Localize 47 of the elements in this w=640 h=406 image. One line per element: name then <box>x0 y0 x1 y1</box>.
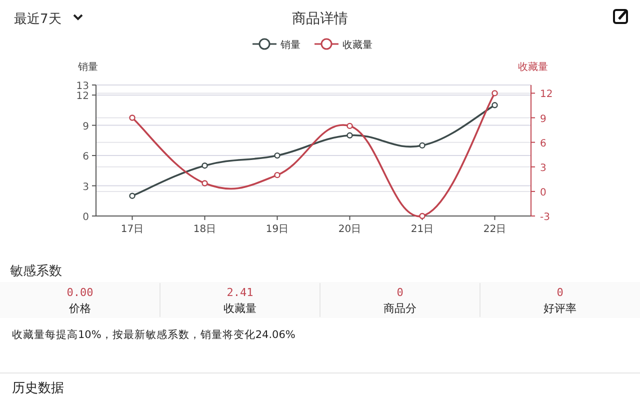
y-tick-label: 12 <box>76 91 89 102</box>
chart-title: 商品详情 <box>292 11 348 27</box>
text: 历史数据 <box>12 381 64 396</box>
x-tick-label: 20日 <box>338 224 362 235</box>
text: 2.41 <box>226 286 254 299</box>
point <box>492 102 498 108</box>
y2-tick-label: 0 <box>540 187 546 198</box>
point <box>129 192 136 199</box>
y2-tick-label: -3 <box>540 212 550 223</box>
y2-tick-label: 3 <box>540 162 546 174</box>
point <box>492 90 498 96</box>
point <box>202 180 208 186</box>
point <box>274 152 280 159</box>
text: 敏感系数 <box>10 264 62 279</box>
y-tick-label: 13 <box>76 81 89 92</box>
text: 0 <box>396 286 404 299</box>
y-tick-label: 6 <box>82 152 89 163</box>
x-tick-label: 22日 <box>483 224 506 235</box>
category-label: 收藏量 <box>224 302 256 315</box>
y2-tick-label: 9 <box>540 114 546 125</box>
y-tick-label: 9 <box>82 121 89 132</box>
point <box>129 114 136 121</box>
y2-tick-label: 12 <box>540 89 553 100</box>
y-axis-title: 销量 <box>77 62 98 73</box>
y-tick-label: 0 <box>82 212 89 223</box>
category-label: 商品分 <box>384 302 416 315</box>
point <box>346 132 353 138</box>
text: 0.00 <box>66 286 94 299</box>
y2-tick-label: 6 <box>540 138 546 150</box>
y2-axis-title: 收藏量 <box>518 61 548 73</box>
x-tick-label: 18日 <box>193 224 216 235</box>
y-tick-label: 3 <box>82 182 89 193</box>
legend-label: 销量 <box>280 40 300 51</box>
point <box>202 162 208 169</box>
text: 最近7天 <box>14 12 62 27</box>
text: 0 <box>556 286 564 299</box>
category-label: 好评率 <box>544 302 576 315</box>
x-tick-label: 21日 <box>410 224 434 235</box>
x-tick-label: 17日 <box>120 224 144 235</box>
x-tick-label: 19日 <box>266 224 289 235</box>
point <box>419 142 426 149</box>
legend-label: 收藏量 <box>342 39 372 51</box>
point <box>419 212 426 220</box>
text: 收藏量每提高10%，按最新敏感系数，销量将变化24.06% <box>12 328 296 341</box>
category-label: 价格 <box>68 302 91 315</box>
point <box>346 122 353 130</box>
point <box>274 172 280 178</box>
